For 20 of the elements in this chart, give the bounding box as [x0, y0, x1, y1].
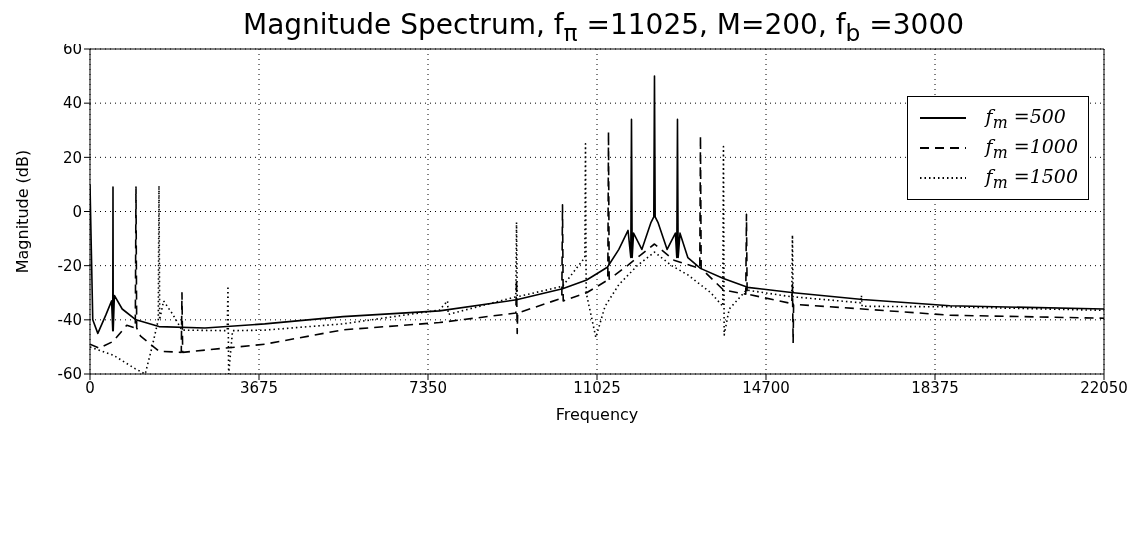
y-tick-label: 20 [62, 148, 82, 167]
y-axis-title: Magnitude (dB) [12, 149, 32, 274]
y-tick-label: 40 [62, 94, 82, 113]
x-tick-label: 0 [85, 378, 95, 397]
legend-label: f$_{m}$ =1000 [985, 134, 1078, 162]
x-tick-label: 18375 [911, 378, 959, 397]
legend-label: f$_{m}$ =1500 [985, 164, 1078, 192]
x-tick-label: 7350 [408, 378, 448, 397]
y-tick-label: -20 [57, 256, 82, 275]
legend-label: f$_{m}$ =500 [985, 104, 1066, 132]
y-tick-label: -40 [57, 311, 82, 330]
x-tick-label: 14700 [742, 378, 790, 397]
x-axis-title: Frequency [555, 405, 639, 424]
x-tick-label: 11025 [573, 378, 621, 397]
y-tick-label: 0 [72, 202, 82, 221]
y-tick-label: -60 [57, 365, 82, 384]
y-tick-label: 60 [62, 40, 82, 59]
x-tick-label: 22050 [1080, 378, 1128, 397]
chart-title: Magnitude Spectrum, f$_{π}$ =11025, M=200, f$_{b}$ =3000 [242, 8, 965, 47]
x-tick-label: 3675 [239, 378, 279, 397]
